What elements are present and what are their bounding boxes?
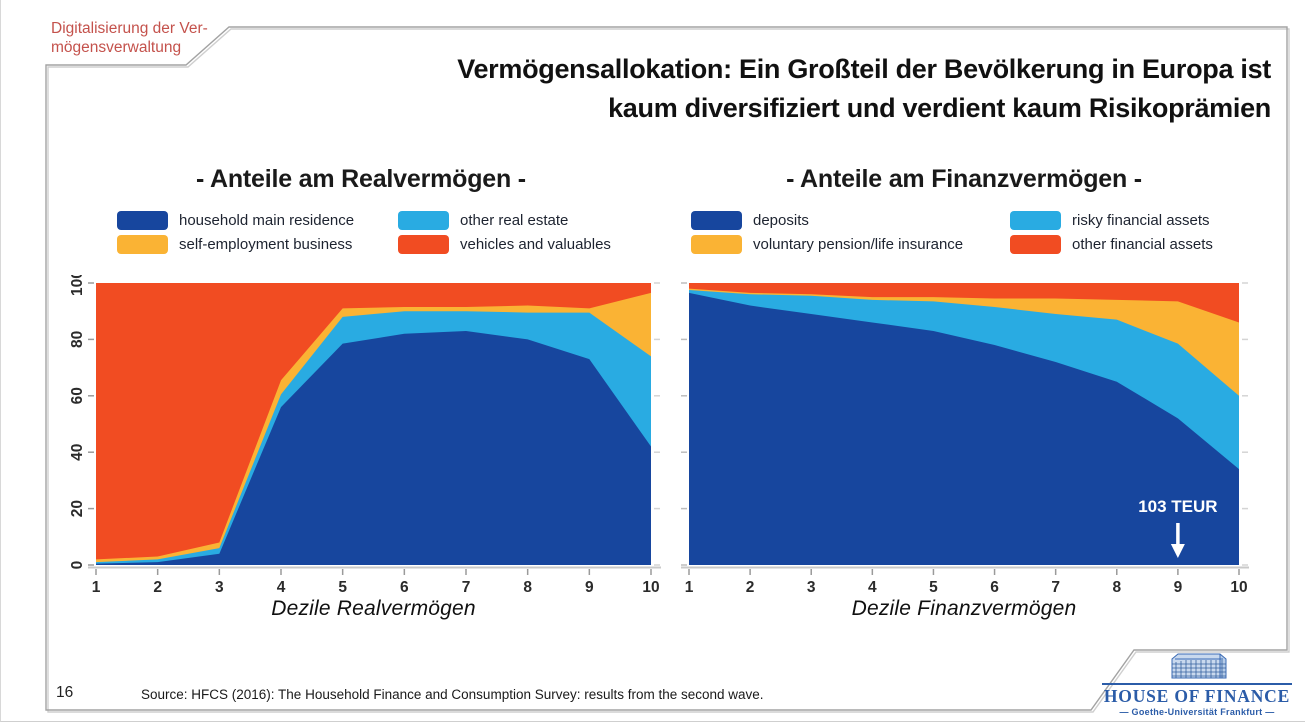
annotation-label: 103 TEUR: [1138, 497, 1217, 516]
x-tick-label-8: 8: [523, 579, 532, 596]
legend-label-real-3: vehicles and valuables: [460, 236, 611, 253]
legend-label-finanz-1: risky financial assets: [1072, 212, 1210, 229]
house-of-finance-logo: HOUSE OF FINANCE — Goethe-Universität Fr…: [1102, 651, 1292, 717]
x-tick-label-5: 5: [338, 579, 347, 596]
corner-label: Digitalisierung der Ver- mögensverwaltun…: [51, 20, 208, 57]
legend-item-finanz-0: deposits: [691, 211, 1010, 230]
legend-item-finanz-2: voluntary pension/life insurance: [691, 235, 1010, 254]
x-tick-label-6: 6: [990, 579, 999, 596]
legend-realvermoegen: household main residence other real estat…: [117, 211, 668, 254]
legend-swatch-real-2: [117, 235, 168, 254]
x-tick-label-9: 9: [585, 579, 594, 596]
slide-title-line1: Vermögensallokation: Ein Großteil der Be…: [457, 54, 1271, 84]
source-note: Source: HFCS (2016): The Household Finan…: [141, 687, 764, 702]
slide-title: Vermögensallokation: Ein Großteil der Be…: [281, 50, 1271, 128]
logo-subtitle: — Goethe-Universität Frankfurt —: [1119, 707, 1275, 717]
x-tick-label-5: 5: [929, 579, 938, 596]
y-tick-label-100: 100: [69, 275, 86, 296]
slide-title-line2: kaum diversifiziert und verdient kaum Ri…: [608, 93, 1271, 123]
legend-swatch-finanz-0: [691, 211, 742, 230]
x-tick-label-1: 1: [685, 579, 694, 596]
legend-swatch-finanz-1: [1010, 211, 1061, 230]
legend-item-real-1: other real estate: [398, 211, 668, 230]
chart-finanzvermoegen: 1 2 3 4 5 6 7 8 9 10 103 TEUR: [681, 282, 1249, 596]
x-tick-label-2: 2: [746, 579, 755, 596]
chart-heading-realvermoegen: - Anteile am Realvermögen -: [196, 165, 526, 193]
area-series-household-main-residence: [96, 330, 651, 565]
x-tick-label-4: 4: [868, 579, 877, 596]
legend-label-finanz-3: other financial assets: [1072, 236, 1213, 253]
area-series-deposits: [689, 292, 1239, 565]
x-tick-label-3: 3: [807, 579, 816, 596]
house-of-finance-building-icon: [1171, 653, 1227, 679]
logo-name: HOUSE OF FINANCE: [1103, 686, 1291, 706]
x-axis-title-finanzvermoegen: Dezile Finanzvermögen: [851, 597, 1077, 620]
legend-swatch-finanz-2: [691, 235, 742, 254]
x-tick-label-9: 9: [1174, 579, 1183, 596]
legend-label-real-0: household main residence: [179, 212, 355, 229]
legend-swatch-real-0: [117, 211, 168, 230]
annotation-arrow-head: [1170, 544, 1185, 558]
legend-label-finanz-0: deposits: [753, 212, 809, 229]
legend-finanzvermoegen: deposits risky financial assets voluntary …: [691, 211, 1280, 254]
legend-swatch-real-3: [398, 235, 449, 254]
chart-heading-finanzvermoegen: - Anteile am Finanzvermögen -: [786, 165, 1142, 193]
x-tick-label-7: 7: [462, 579, 471, 596]
logo-rule: [1102, 683, 1292, 685]
x-tick-label-4: 4: [277, 579, 286, 596]
legend-item-finanz-3: other financial assets: [1010, 235, 1280, 254]
y-tick-label-20: 20: [69, 500, 86, 517]
y-tick-label-40: 40: [69, 444, 86, 461]
legend-item-real-0: household main residence: [117, 211, 398, 230]
legend-label-real-1: other real estate: [460, 212, 569, 229]
x-tick-label-8: 8: [1112, 579, 1121, 596]
y-tick-label-0: 0: [69, 561, 86, 570]
y-tick-label-80: 80: [69, 331, 86, 348]
x-axis-title-realvermoegen: Dezile Realvermögen: [271, 597, 476, 620]
legend-swatch-finanz-3: [1010, 235, 1061, 254]
x-tick-label-7: 7: [1051, 579, 1060, 596]
legend-item-real-2: self-employment business: [117, 235, 398, 254]
legend-label-real-2: self-employment business: [179, 236, 353, 253]
page-number: 16: [56, 684, 74, 701]
x-tick-label-3: 3: [215, 579, 224, 596]
legend-swatch-real-1: [398, 211, 449, 230]
legend-item-real-3: vehicles and valuables: [398, 235, 668, 254]
x-tick-label-1: 1: [92, 579, 101, 596]
y-tick-label-60: 60: [69, 387, 86, 404]
x-tick-label-10: 10: [1230, 579, 1247, 596]
x-tick-label-10: 10: [642, 579, 659, 596]
legend-label-finanz-2: voluntary pension/life insurance: [753, 236, 964, 253]
x-tick-label-6: 6: [400, 579, 409, 596]
x-tick-label-2: 2: [153, 579, 162, 596]
legend-item-finanz-1: risky financial assets: [1010, 211, 1280, 230]
